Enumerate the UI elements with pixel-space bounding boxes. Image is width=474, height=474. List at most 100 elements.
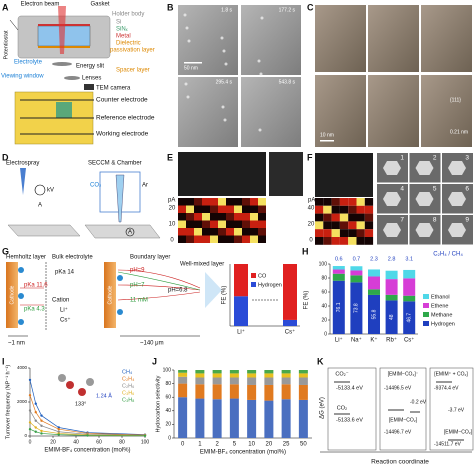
panel-label: J — [152, 356, 157, 366]
heat-cell — [250, 198, 258, 206]
heat-cell — [258, 213, 266, 221]
heat-cell — [356, 221, 365, 230]
x-tick-label: 25 — [283, 442, 290, 448]
ratio-label: 0.7 — [353, 256, 361, 262]
legend-label: Ethene — [431, 303, 448, 309]
particle — [448, 192, 466, 206]
molecule-atom — [78, 388, 86, 396]
particle — [259, 72, 263, 76]
particle — [183, 13, 187, 17]
point — [28, 378, 32, 382]
bar-segment — [178, 372, 188, 377]
particle — [221, 105, 225, 109]
bar-segment — [264, 373, 274, 378]
label: TEM camera — [96, 86, 131, 92]
particle — [415, 192, 434, 206]
label: 0 — [309, 238, 313, 244]
label: Potentiostat — [3, 30, 9, 60]
x-tick-label: 60 — [96, 439, 102, 445]
bar-segment — [368, 276, 380, 290]
particle — [257, 59, 261, 63]
tem-images — [178, 5, 472, 147]
label: 4 — [400, 186, 404, 193]
panel-label: F — [307, 152, 313, 162]
heat-cell — [339, 213, 349, 222]
bar-segment — [403, 301, 416, 334]
label: Cation — [52, 298, 69, 304]
series-line — [29, 410, 146, 436]
bar-segment — [229, 398, 239, 438]
x-tick-label: 20 — [266, 442, 273, 448]
heat-cell — [178, 205, 186, 213]
label: Gasket — [90, 2, 109, 8]
bar-segment — [247, 373, 257, 378]
label: Well-mixed layer — [180, 262, 224, 268]
label: 11 mM — [130, 298, 148, 304]
heat-cell — [339, 221, 349, 230]
heat-cell — [315, 205, 324, 214]
particle — [415, 223, 434, 237]
particle — [220, 36, 224, 40]
bar-segment — [332, 280, 345, 334]
bar-segment — [229, 373, 239, 378]
y-tick-label: 0 — [24, 433, 27, 438]
heat-cell — [364, 229, 374, 237]
label: 133° — [75, 401, 86, 407]
value-label: 76.1 — [336, 302, 342, 312]
heat-cell — [364, 237, 374, 245]
bar-segment — [332, 269, 345, 274]
legend-label: C₃H₆ — [122, 390, 134, 396]
series-line — [29, 395, 146, 436]
label: Reaction coordinate — [371, 459, 429, 466]
bar-segment — [234, 264, 248, 297]
label: 10 — [169, 222, 176, 228]
label: pH=9 — [130, 268, 145, 274]
heat-cell — [323, 229, 332, 237]
y-tick-label: 4000 — [17, 365, 28, 370]
bar-segment — [247, 370, 257, 374]
ratio-label: 2.8 — [388, 256, 396, 262]
heat-cell — [234, 220, 242, 228]
label: passivation layer — [110, 48, 155, 54]
heat-cell — [178, 213, 186, 221]
heat-cell — [218, 205, 226, 213]
legend-label: CO — [258, 273, 267, 279]
seccm-schematic — [7, 168, 161, 239]
bar-segment — [229, 377, 239, 385]
heat-cell — [315, 237, 324, 245]
label: Energy slit — [76, 64, 104, 70]
legend-label: Ethanol — [431, 294, 450, 300]
label: -3.7 eV — [448, 407, 465, 413]
label: Electron beam — [21, 2, 60, 8]
molecule-atom — [66, 381, 74, 389]
heat-cell — [202, 213, 210, 221]
heat-cell — [226, 220, 234, 228]
label: [EMIM−CO₂] — [444, 429, 473, 435]
bar-segment — [281, 370, 291, 374]
particle — [222, 49, 226, 53]
series-line — [29, 379, 146, 435]
heat-cell — [323, 221, 332, 230]
label: Holder body — [112, 12, 144, 18]
heat-cell — [323, 237, 332, 245]
heat-cell — [218, 198, 226, 206]
bar-segment — [368, 289, 380, 295]
heat-cell — [356, 213, 365, 222]
x-tick-label: 5 — [233, 442, 237, 448]
label: [EMIM−CO₂]⁻ — [388, 371, 419, 377]
heat-cell — [348, 229, 357, 237]
panel-label: H — [302, 246, 309, 256]
heat-cell — [178, 198, 186, 206]
heat-cell — [210, 205, 218, 213]
heat-cell — [226, 205, 234, 213]
heat-cell — [258, 205, 266, 213]
heat-cell — [194, 205, 202, 213]
heat-cell — [210, 220, 218, 228]
label: C₂H₄ / CH₄ — [433, 252, 463, 258]
heat-cell — [186, 198, 194, 206]
bar-segment — [350, 275, 363, 283]
label: pH=7 — [130, 283, 145, 289]
x-tick-label: Na⁺ — [351, 337, 362, 344]
heat-cell — [331, 198, 340, 206]
legend-swatch — [423, 312, 429, 317]
